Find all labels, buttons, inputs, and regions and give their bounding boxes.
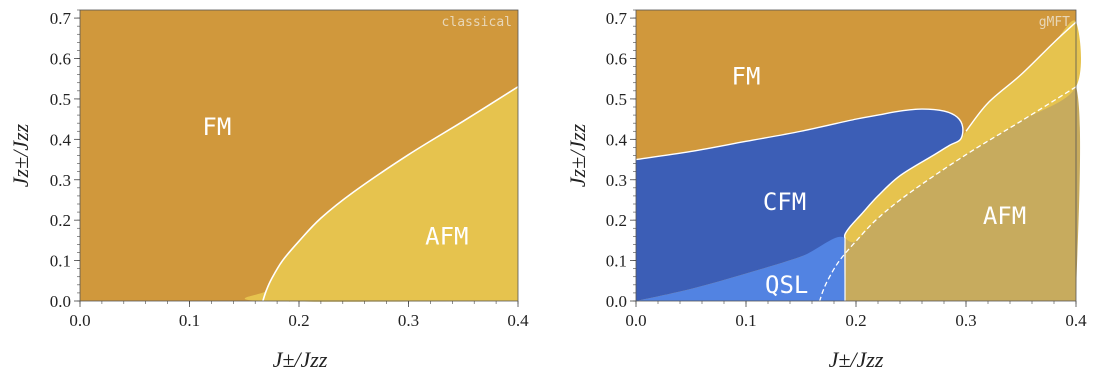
cfm-boundary-line xyxy=(635,108,964,239)
y-tick-label: 0.3 xyxy=(50,171,71,190)
x-tick-label: 0.4 xyxy=(507,311,529,330)
phase-label-fm: FM xyxy=(732,63,761,91)
y-tick-label: 0.1 xyxy=(606,252,627,271)
y-tick-label: 0.4 xyxy=(606,130,628,149)
x-tick-label: 0.3 xyxy=(398,311,419,330)
region-qsl xyxy=(636,236,849,301)
x-tick-label: 0.1 xyxy=(179,311,200,330)
y-tick-label: 0.4 xyxy=(50,130,72,149)
y-tick-label: 0.6 xyxy=(606,50,627,69)
x-tick-label: 0.2 xyxy=(288,311,309,330)
x-tick-label: 0.2 xyxy=(845,311,866,330)
upper-boundary-line xyxy=(965,21,1077,132)
y-tick-label: 0.5 xyxy=(606,90,627,109)
y-tick-label: 0.2 xyxy=(50,211,71,230)
y-tick-label: 0.0 xyxy=(50,292,71,311)
chart-panel-gmft: 0.0 0.1 0.2 0.3 0.4 0.0 0.1 0.2 0.3 0.4 0.5 0.6 0.7 J… xyxy=(565,9,1087,372)
phase-label-afm: AFM xyxy=(425,222,468,250)
y-tick-label: 0.5 xyxy=(50,90,71,109)
classical-boundary-dashed xyxy=(819,86,1077,302)
x-axis-label: J±/Jzz xyxy=(829,347,884,372)
region-cfm xyxy=(636,109,963,301)
y-axis-label: Jz±/Jzz xyxy=(8,123,33,187)
region-afm xyxy=(244,86,518,302)
x-tick-label: 0.0 xyxy=(69,311,90,330)
phase-boundary-line xyxy=(262,86,519,302)
x-tick-label: 0.0 xyxy=(625,311,646,330)
phase-label-qsl: QSL xyxy=(765,271,808,299)
chart-panel-classical: 0.0 0.1 0.2 0.3 0.4 0.0 0.1 0.2 0.3 0.4 0.5 0.6 0.7 J… xyxy=(8,9,529,372)
y-tick-label: 0.6 xyxy=(50,50,71,69)
x-axis-label: J±/Jzz xyxy=(273,347,328,372)
panel-tag: classical xyxy=(442,15,512,30)
y-tick-label: 0.2 xyxy=(606,211,627,230)
region-afm-sliver xyxy=(844,20,1082,243)
y-tick-label: 0.1 xyxy=(50,252,71,271)
y-tick-label: 0.7 xyxy=(50,9,72,28)
x-tick-label: 0.3 xyxy=(955,311,976,330)
phase-label-fm: FM xyxy=(202,113,231,141)
x-tick-label: 0.1 xyxy=(735,311,756,330)
x-tick-label: 0.4 xyxy=(1065,311,1087,330)
phase-label-afm-gmft: AFM xyxy=(983,202,1026,230)
y-tick-label: 0.0 xyxy=(606,292,627,311)
y-axis-label: Jz±/Jzz xyxy=(565,123,590,187)
y-tick-label: 0.7 xyxy=(606,9,628,28)
phase-label-cfm: CFM xyxy=(763,188,806,216)
y-tick-label: 0.3 xyxy=(606,171,627,190)
region-afm-gmft xyxy=(844,77,1081,301)
panel-tag: gMFT xyxy=(1039,15,1070,30)
